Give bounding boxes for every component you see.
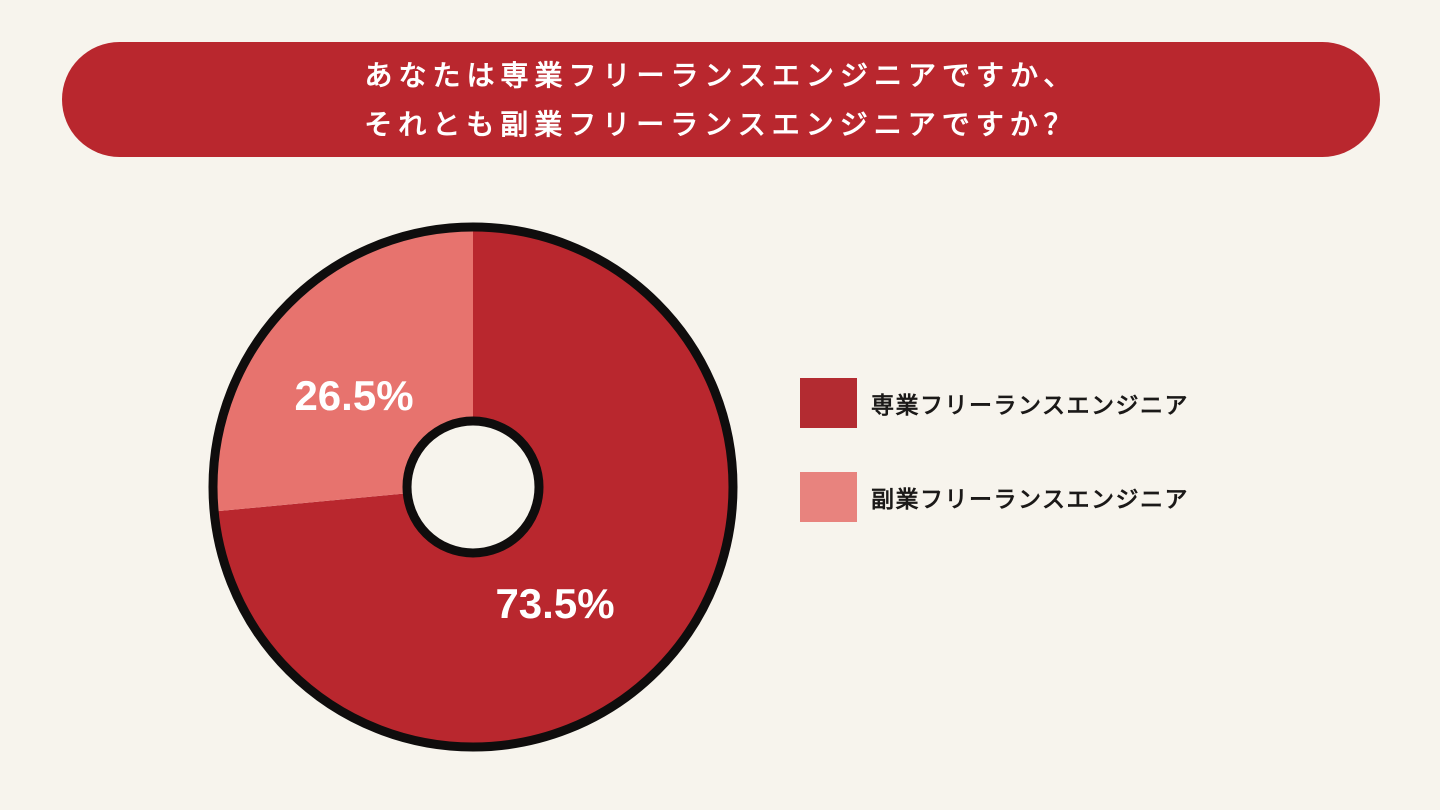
slice-label-sidejob-pct: 26.5%	[294, 372, 414, 419]
question-line-2: それとも副業フリーランスエンジニアですか？	[364, 108, 1078, 140]
donut-hole	[402, 416, 544, 558]
legend-swatch-fulltime	[800, 378, 857, 428]
legend-label-sidejob: 副業フリーランスエンジニア	[871, 486, 1190, 512]
question-banner: あなたは専業フリーランスエンジニアですか、 それとも副業フリーランスエンジニアで…	[62, 42, 1380, 157]
legend-swatch-sidejob	[800, 472, 857, 522]
legend: 専業フリーランスエンジニア 副業フリーランスエンジニア	[800, 378, 1189, 522]
legend-item-sidejob: 副業フリーランスエンジニア	[800, 472, 1189, 522]
donut-chart	[208, 222, 738, 752]
legend-label-fulltime: 専業フリーランスエンジニア	[871, 392, 1190, 418]
question-line-1: あなたは専業フリーランスエンジニアですか、	[364, 59, 1078, 91]
legend-item-fulltime: 専業フリーランスエンジニア	[800, 378, 1189, 428]
slice-label-fulltime-pct: 73.5%	[495, 580, 615, 627]
slice-sidejob-freelance	[212, 227, 473, 512]
pie-outline	[208, 222, 738, 752]
